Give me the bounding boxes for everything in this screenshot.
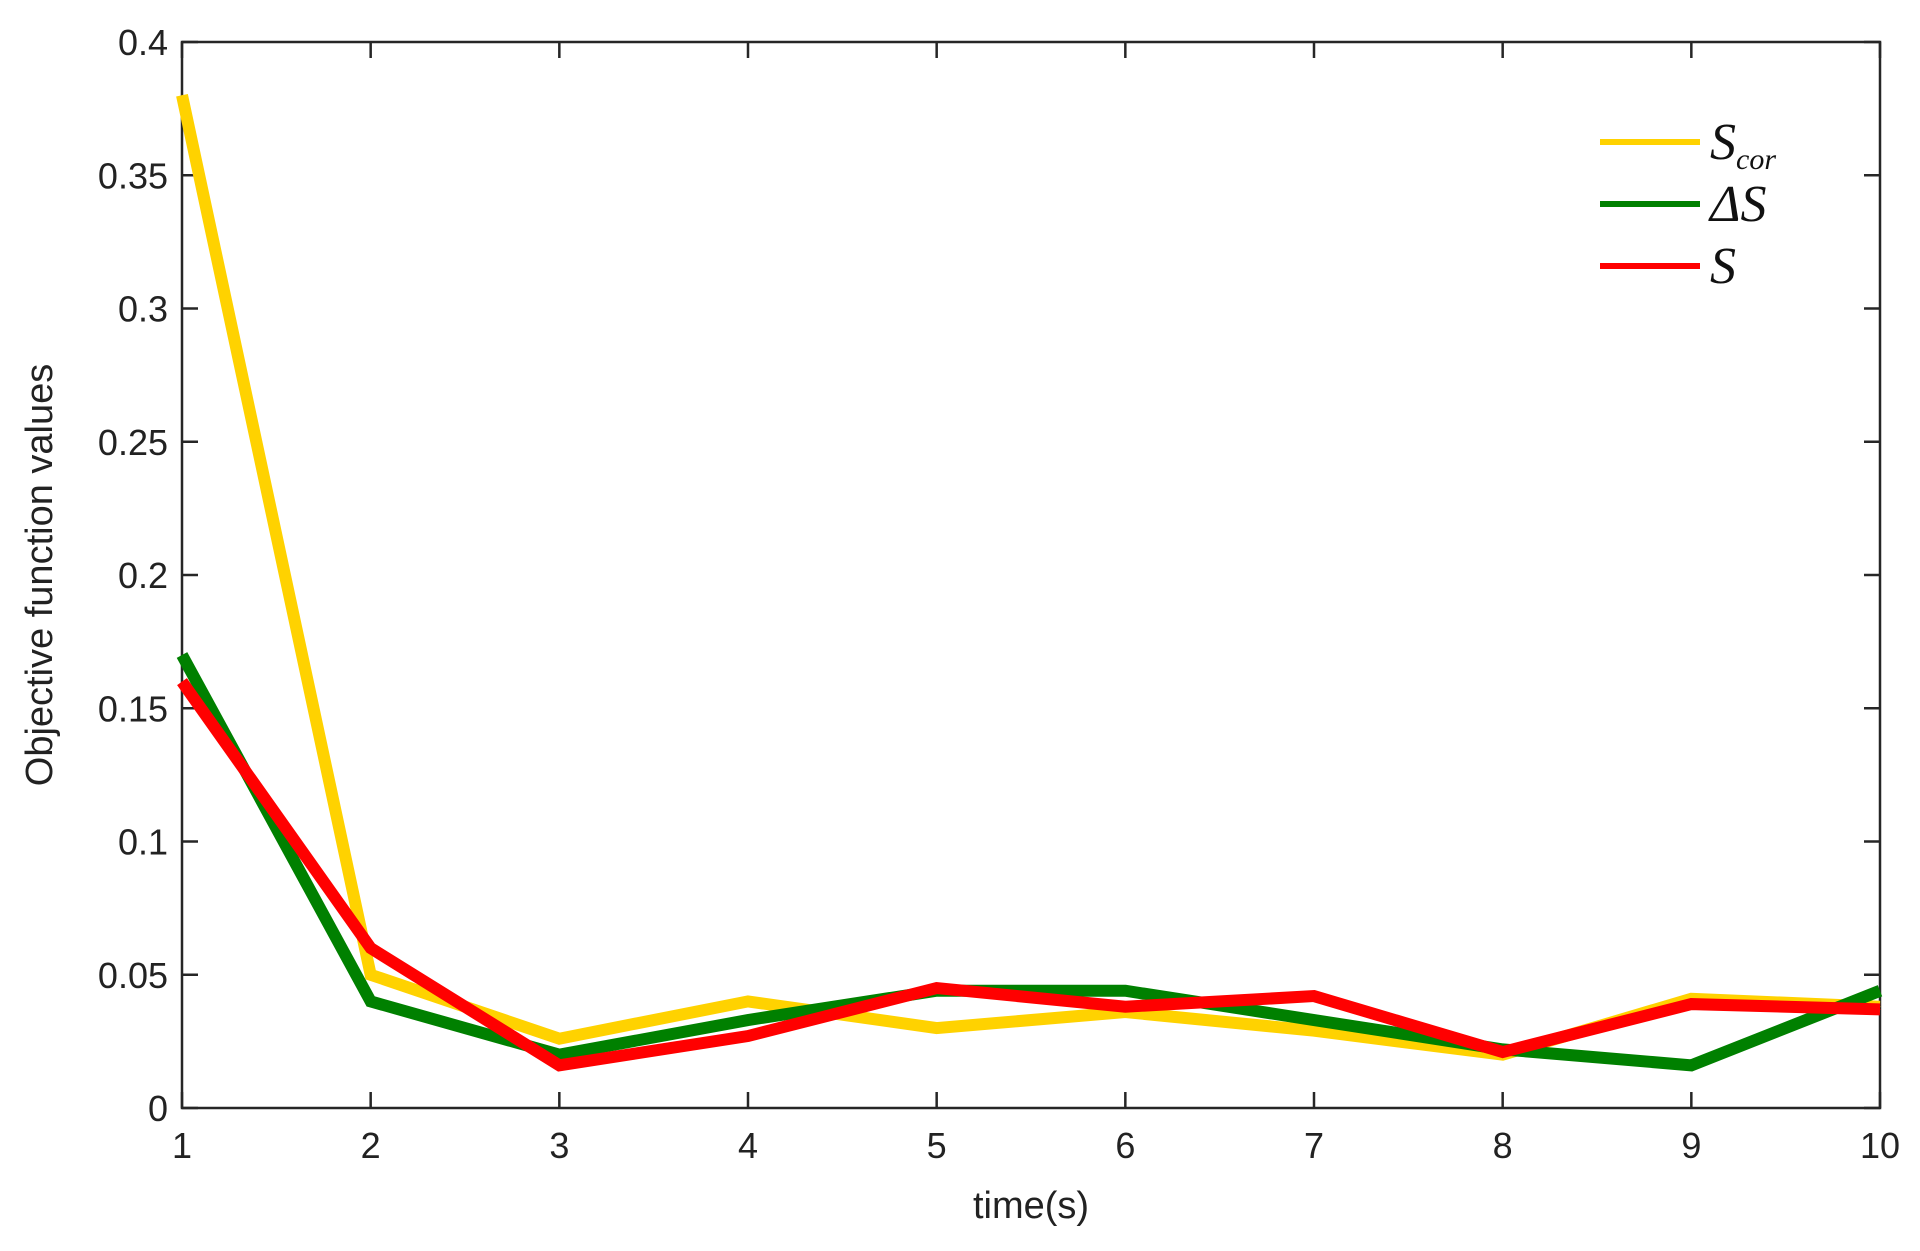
data-point xyxy=(558,1054,560,1056)
plot-border xyxy=(180,40,1882,1110)
y-tick-label: 0.2 xyxy=(118,555,168,596)
x-tick-label: 7 xyxy=(1304,1125,1324,1166)
y-tick-label: 0.25 xyxy=(98,422,168,463)
series-line xyxy=(176,652,1883,1072)
data-point xyxy=(1690,1003,1692,1005)
y-tick-label: 0.15 xyxy=(98,688,168,729)
legend-label-subscript: cor xyxy=(1736,143,1776,176)
legend-label-main: S xyxy=(1710,238,1736,295)
data-point xyxy=(1124,1006,1126,1008)
data-point xyxy=(1124,990,1126,992)
y-tick-label: 0.3 xyxy=(118,289,168,330)
data-point xyxy=(1879,1008,1881,1010)
x-tick-label: 2 xyxy=(361,1125,381,1166)
data-point xyxy=(936,987,938,989)
y-tick-label: 0 xyxy=(148,1088,168,1129)
data-point xyxy=(181,94,183,96)
series-3 xyxy=(177,678,1881,1072)
data-point xyxy=(558,1064,560,1066)
y-axis-label: Objective function values xyxy=(19,364,61,786)
data-point xyxy=(558,1038,560,1040)
y-tick-label: 0.1 xyxy=(118,822,168,863)
y-tick-label: 0.4 xyxy=(118,22,168,63)
legend-label-main: ΔS xyxy=(1708,176,1767,233)
legend-label: S xyxy=(1710,238,1736,295)
data-point xyxy=(370,947,372,949)
x-tick-label: 10 xyxy=(1860,1125,1900,1166)
data-point xyxy=(1313,1019,1315,1021)
data-point xyxy=(1690,1064,1692,1066)
legend-label-main: S xyxy=(1710,114,1736,171)
y-tick-label: 0.35 xyxy=(98,155,168,196)
data-point xyxy=(1502,1051,1504,1053)
x-tick-label: 1 xyxy=(172,1125,192,1166)
data-point xyxy=(181,681,183,683)
data-point xyxy=(1879,990,1881,992)
data-point xyxy=(936,1027,938,1029)
data-point xyxy=(747,1000,749,1002)
x-tick-label: 8 xyxy=(1493,1125,1513,1166)
x-axis-label: time(s) xyxy=(973,1185,1089,1227)
legend-label: Scor xyxy=(1710,114,1776,176)
x-tick-label: 3 xyxy=(549,1125,569,1166)
axis-ticks: 1 2 3 4 5 6 7 8 9 10 0 0.05 0.1 0.15 0.2 0.25 0.3 0.35 0.4 xyxy=(98,22,1900,1166)
data-point xyxy=(1313,1030,1315,1032)
plot-area xyxy=(180,40,1882,1110)
x-tick-label: 4 xyxy=(738,1125,758,1166)
y-tick-label: 0.05 xyxy=(98,955,168,996)
data-point xyxy=(370,1000,372,1002)
x-tick-label: 5 xyxy=(927,1125,947,1166)
data-point xyxy=(747,1035,749,1037)
data-point xyxy=(370,974,372,976)
series-layer xyxy=(176,94,1883,1072)
x-tick-label: 6 xyxy=(1115,1125,1135,1166)
data-point xyxy=(181,654,183,656)
data-point xyxy=(747,1019,749,1021)
x-tick-label: 9 xyxy=(1681,1125,1701,1166)
series-line xyxy=(177,678,1881,1072)
legend-label: ΔS xyxy=(1708,176,1767,233)
data-point xyxy=(1313,995,1315,997)
